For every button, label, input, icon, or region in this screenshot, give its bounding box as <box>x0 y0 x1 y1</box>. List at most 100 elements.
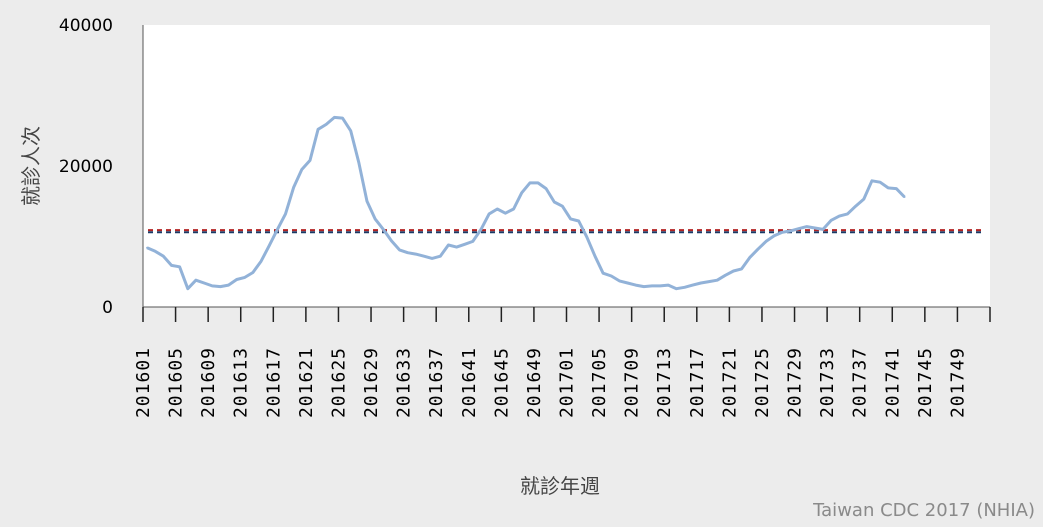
data-point <box>683 286 686 289</box>
data-point <box>341 117 344 120</box>
x-tick-label: 201717 <box>687 347 708 418</box>
data-point <box>496 208 499 210</box>
data-point <box>765 240 767 243</box>
data-point <box>773 234 776 237</box>
data-point <box>610 275 613 277</box>
data-point <box>594 255 596 258</box>
data-point <box>756 248 759 251</box>
y-tick-label: 20000 <box>59 157 113 177</box>
series-layer <box>146 115 906 291</box>
data-point <box>309 159 311 162</box>
data-point <box>618 279 621 282</box>
data-point <box>398 248 401 251</box>
data-point <box>447 244 450 246</box>
x-tick-label: 201617 <box>263 347 284 418</box>
data-point <box>276 228 279 231</box>
data-point <box>178 265 181 268</box>
x-tick-label: 201741 <box>882 347 903 418</box>
data-point <box>634 284 637 287</box>
data-point <box>903 196 906 198</box>
data-point <box>292 186 295 189</box>
data-point <box>170 264 173 267</box>
data-point <box>423 255 425 258</box>
data-point <box>528 181 531 184</box>
data-point <box>626 282 629 284</box>
x-tick-label: 201725 <box>752 347 773 418</box>
y-axis-ticks: 0 20000 40000 <box>59 16 113 318</box>
data-point <box>235 278 238 281</box>
data-point <box>512 208 515 210</box>
x-tick-label: 201641 <box>459 347 480 418</box>
data-point <box>406 251 409 254</box>
data-point <box>577 220 580 222</box>
data-point <box>822 228 824 231</box>
data-point <box>716 279 719 282</box>
data-point <box>349 129 352 132</box>
data-point <box>366 200 368 203</box>
data-point <box>325 123 328 126</box>
data-point <box>251 271 254 274</box>
data-point <box>243 276 246 279</box>
data-point <box>651 284 653 287</box>
data-point <box>260 260 263 263</box>
data-point <box>862 198 865 201</box>
x-tick-label: 201613 <box>231 347 252 418</box>
data-point <box>488 212 491 215</box>
data-point <box>879 181 882 184</box>
x-tick-label: 201633 <box>394 347 415 418</box>
y-tick-label: 0 <box>102 298 113 318</box>
x-tick-label: 201709 <box>622 347 643 418</box>
plot-area <box>143 25 990 307</box>
data-point <box>390 239 393 242</box>
data-point <box>830 219 833 222</box>
x-tick-label: 201745 <box>915 347 936 418</box>
x-tick-label: 201749 <box>947 347 968 418</box>
x-tick-label: 201713 <box>654 347 675 418</box>
data-point <box>382 228 385 231</box>
data-point <box>854 205 857 208</box>
data-point <box>504 212 507 215</box>
data-point <box>813 227 816 229</box>
data-point <box>520 191 523 194</box>
x-tick-label: 201609 <box>198 347 219 418</box>
data-point <box>455 246 458 249</box>
data-point <box>691 284 694 287</box>
data-point <box>227 284 230 287</box>
data-point <box>463 243 466 246</box>
data-point <box>480 228 482 231</box>
data-point <box>471 240 474 243</box>
source-credit: Taiwan CDC 2017 (NHIA) <box>813 500 1035 521</box>
x-tick-label: 201737 <box>850 347 871 418</box>
data-point <box>300 168 303 171</box>
data-point <box>708 280 710 283</box>
data-point <box>537 181 539 184</box>
x-tick-label: 201705 <box>589 347 610 418</box>
y-tick-label: 40000 <box>59 16 113 36</box>
data-point <box>797 227 800 230</box>
data-point <box>553 201 556 203</box>
data-point <box>895 187 898 190</box>
data-point <box>211 284 214 287</box>
x-tick-label: 201701 <box>557 347 578 418</box>
data-point <box>414 253 417 256</box>
data-point <box>357 161 360 164</box>
data-point <box>431 257 434 260</box>
data-point <box>642 285 645 288</box>
x-tick-label: 201637 <box>426 347 447 418</box>
x-tick-label: 201605 <box>166 347 187 418</box>
data-point <box>870 179 873 182</box>
x-tick-label: 201649 <box>524 347 545 418</box>
x-tick-label: 201621 <box>296 347 317 418</box>
data-point <box>317 128 320 131</box>
data-point <box>333 116 336 119</box>
x-tick-label: 201721 <box>719 347 740 418</box>
data-point <box>439 255 442 258</box>
data-point <box>724 274 727 277</box>
data-point <box>203 282 206 284</box>
data-point <box>154 250 157 253</box>
data-point <box>186 287 189 290</box>
x-tick-label: 201629 <box>361 347 382 418</box>
data-point <box>732 270 735 272</box>
x-tick-label: 201729 <box>785 347 806 418</box>
